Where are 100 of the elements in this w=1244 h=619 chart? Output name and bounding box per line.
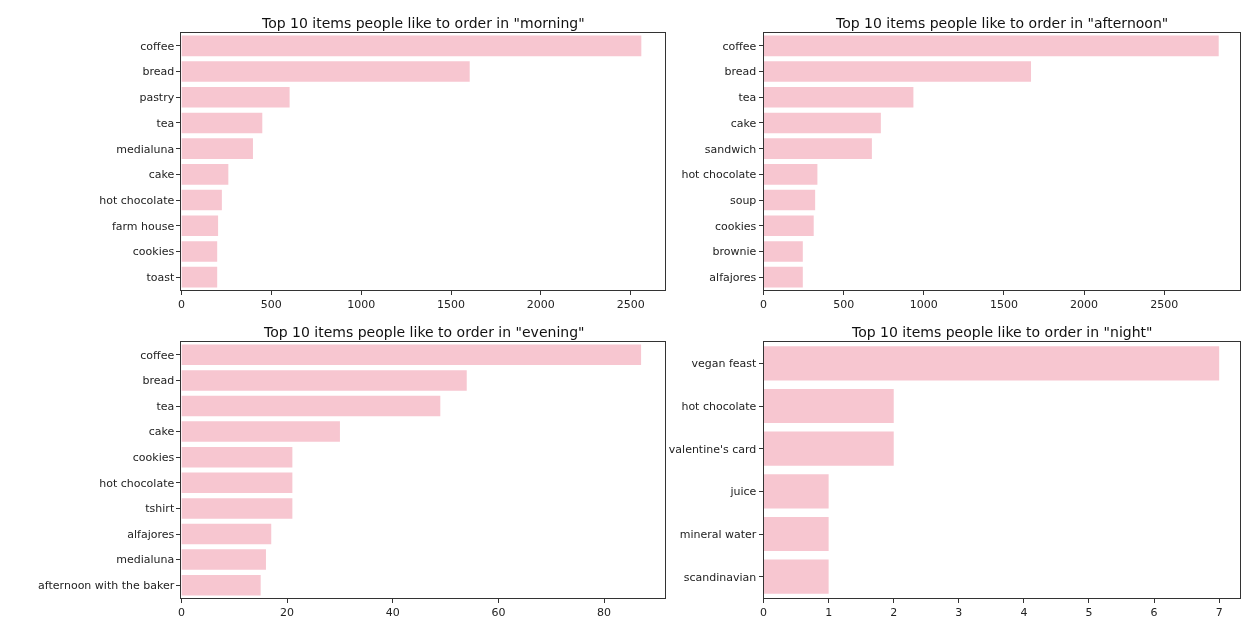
y-tick-label: alfajores bbox=[127, 527, 175, 541]
x-tick-label: 80 bbox=[597, 606, 612, 619]
bar bbox=[181, 61, 470, 82]
bar bbox=[763, 189, 816, 211]
bar bbox=[763, 266, 803, 288]
y-tick-label: soup bbox=[729, 193, 757, 207]
bar bbox=[763, 388, 894, 424]
bar bbox=[181, 498, 293, 519]
y-tick-label: vegan feast bbox=[691, 357, 758, 371]
chart-title: Top 10 items people like to order in "morning" bbox=[261, 15, 585, 31]
x-tick-label: 6 bbox=[1150, 606, 1158, 619]
bar bbox=[181, 189, 222, 211]
bar bbox=[763, 61, 1032, 82]
bar bbox=[181, 395, 441, 417]
y-tick-label: coffee bbox=[722, 39, 757, 53]
y-tick-label: tea bbox=[156, 116, 175, 130]
bar bbox=[763, 431, 894, 466]
bar bbox=[181, 523, 272, 545]
bar bbox=[763, 164, 818, 185]
bar bbox=[181, 344, 642, 366]
bar bbox=[181, 370, 467, 391]
bar bbox=[763, 241, 803, 262]
x-tick-label: 500 bbox=[833, 298, 855, 312]
bar bbox=[763, 35, 1219, 57]
bar bbox=[181, 266, 218, 288]
x-tick-label: 1500 bbox=[437, 298, 466, 312]
bar bbox=[181, 241, 218, 262]
y-tick-label: toast bbox=[146, 271, 175, 284]
x-tick-label: 1000 bbox=[909, 298, 938, 312]
bar bbox=[181, 421, 340, 442]
x-tick-label: 0 bbox=[760, 298, 768, 312]
y-tick-label: cake bbox=[730, 116, 757, 130]
x-tick-label: 5 bbox=[1085, 606, 1093, 619]
y-tick-label: brownie bbox=[712, 245, 757, 259]
y-tick-label: sandwich bbox=[704, 142, 757, 156]
x-tick-label: 0 bbox=[177, 606, 185, 619]
y-tick-label: hot chocolate bbox=[681, 399, 757, 413]
bar bbox=[181, 472, 293, 494]
bar bbox=[763, 559, 829, 594]
x-tick-label: 20 bbox=[280, 606, 295, 619]
y-tick-label: bread bbox=[142, 65, 175, 79]
y-tick-label: cake bbox=[148, 425, 175, 439]
bar bbox=[181, 138, 253, 159]
bar bbox=[763, 516, 829, 552]
y-tick-label: tshirt bbox=[145, 502, 175, 516]
y-tick-label: valentine's card bbox=[668, 442, 757, 456]
y-tick-label: medialuna bbox=[116, 142, 175, 156]
y-tick-label: hot chocolate bbox=[681, 168, 757, 182]
x-tick-label: 1 bbox=[825, 606, 833, 619]
bar bbox=[181, 86, 290, 108]
x-tick-label: 2000 bbox=[1070, 298, 1099, 312]
bar bbox=[763, 86, 914, 108]
y-tick-label: cookies bbox=[132, 245, 175, 259]
bar bbox=[181, 164, 229, 185]
bar bbox=[181, 549, 266, 570]
x-tick-label: 7 bbox=[1215, 606, 1223, 619]
y-tick-label: tea bbox=[156, 399, 175, 413]
x-tick-label: 0 bbox=[760, 606, 768, 619]
x-tick-label: 4 bbox=[1020, 606, 1028, 619]
x-tick-label: 500 bbox=[260, 298, 282, 312]
x-tick-label: 40 bbox=[385, 606, 400, 619]
y-tick-label: tea bbox=[738, 91, 757, 105]
y-tick-label: mineral water bbox=[679, 527, 757, 541]
y-tick-label: hot chocolate bbox=[99, 476, 175, 490]
x-tick-label: 2500 bbox=[1150, 298, 1179, 312]
x-tick-label: 60 bbox=[491, 606, 506, 619]
y-tick-label: bread bbox=[142, 374, 175, 388]
y-tick-label: scandinavian bbox=[683, 570, 757, 584]
bar bbox=[763, 215, 814, 237]
bar bbox=[181, 215, 219, 237]
bar bbox=[181, 112, 263, 134]
x-tick-label: 3 bbox=[955, 606, 963, 619]
bar bbox=[763, 346, 1220, 381]
x-tick-label: 2000 bbox=[526, 298, 555, 312]
y-tick-label: hot chocolate bbox=[99, 193, 175, 207]
bar bbox=[181, 35, 642, 57]
y-tick-label: juice bbox=[729, 485, 757, 499]
y-tick-label: medialuna bbox=[116, 553, 175, 567]
y-tick-label: coffee bbox=[140, 39, 175, 53]
x-tick-label: 2500 bbox=[616, 298, 645, 312]
bar bbox=[181, 446, 293, 468]
y-tick-label: alfajores bbox=[709, 271, 757, 284]
bar bbox=[181, 574, 261, 596]
bar bbox=[763, 138, 872, 159]
y-tick-label: cookies bbox=[714, 219, 757, 233]
y-tick-label: farm house bbox=[111, 219, 175, 233]
y-tick-label: afternoon with the baker bbox=[38, 579, 175, 593]
bar bbox=[763, 112, 881, 134]
y-tick-label: cake bbox=[148, 168, 175, 182]
x-tick-label: 1500 bbox=[989, 298, 1018, 312]
bar bbox=[763, 474, 829, 509]
chart-title: Top 10 items people like to order in "evening" bbox=[263, 324, 585, 340]
x-tick-label: 1000 bbox=[347, 298, 376, 312]
x-tick-label: 2 bbox=[890, 606, 898, 619]
y-tick-label: coffee bbox=[140, 348, 175, 362]
y-tick-label: bread bbox=[724, 65, 757, 79]
x-tick-label: 0 bbox=[177, 298, 185, 312]
y-tick-label: pastry bbox=[139, 91, 175, 105]
chart-title: Top 10 items people like to order in "night" bbox=[851, 324, 1153, 340]
y-tick-label: cookies bbox=[132, 451, 175, 465]
